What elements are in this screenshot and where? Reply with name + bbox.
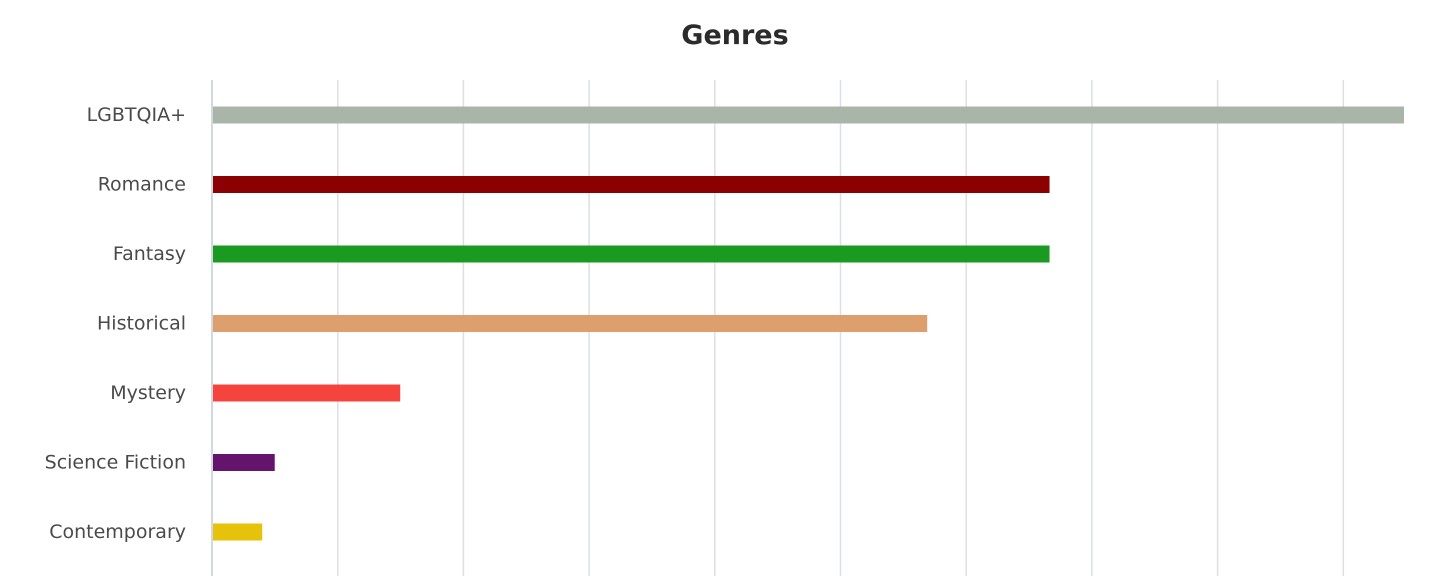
category-label: Contemporary [49,521,186,543]
category-label: Historical [97,313,186,335]
bar-contemporary [213,523,263,541]
category-label: Romance [98,174,186,196]
bar-lgbtqia [213,106,1404,124]
bar-fantasy [213,245,1050,263]
chart-title: Genres [681,20,789,51]
category-label: Mystery [110,382,186,404]
bar-romance [213,176,1050,193]
category-label: Science Fiction [45,452,186,474]
category-label: LGBTQIA+ [87,104,186,126]
bar-science-fiction [213,454,275,471]
bar-historical [213,315,928,332]
category-label: Fantasy [113,243,186,265]
bar-mystery [213,384,401,402]
